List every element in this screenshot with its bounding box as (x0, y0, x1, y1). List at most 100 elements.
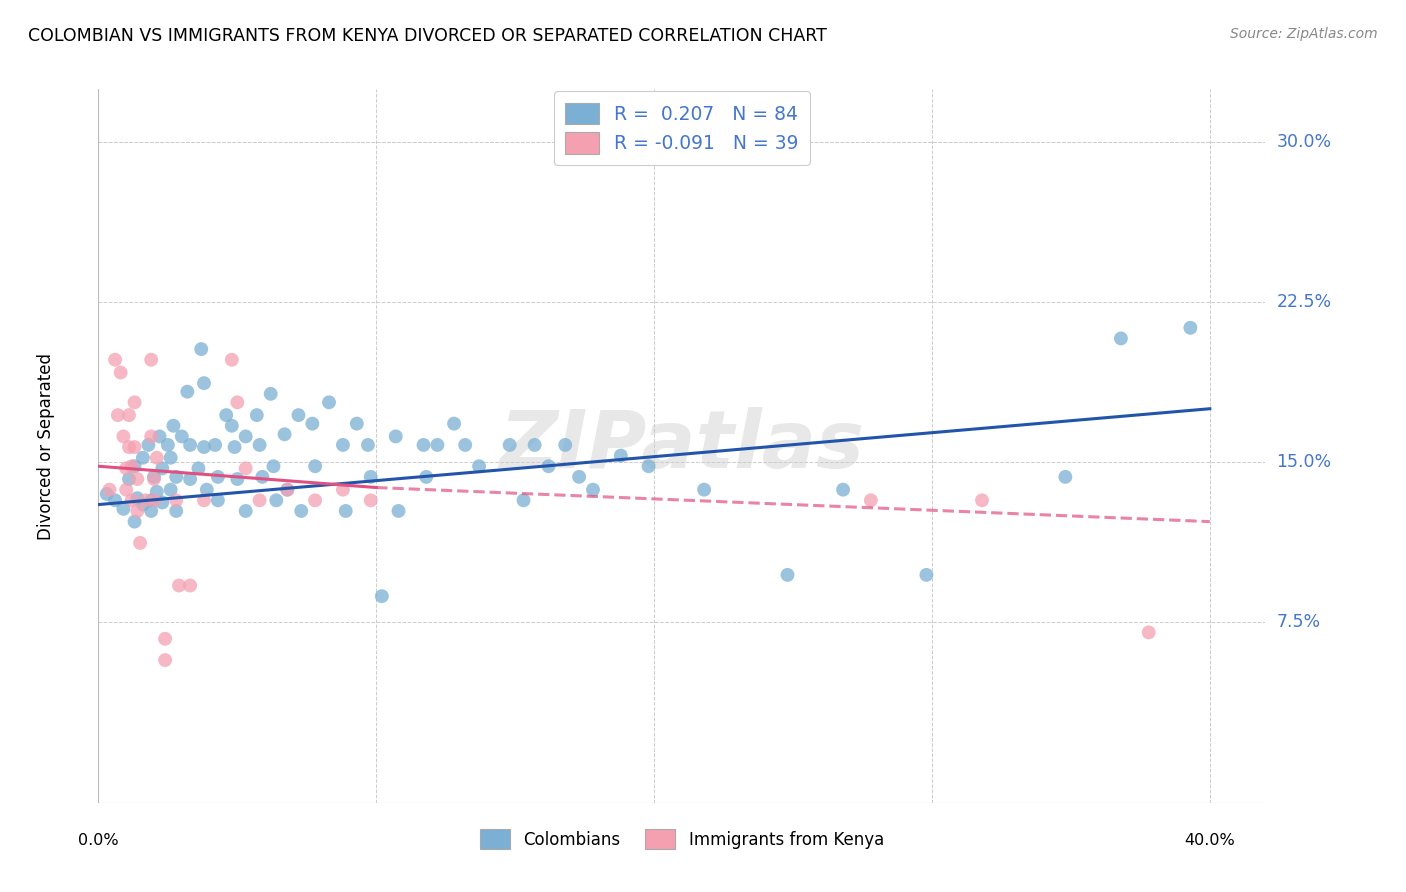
Point (143, 493, 166, 508)
Point (360, 493, 382, 508)
Point (276, 483, 298, 497)
Point (301, 417, 323, 431)
Point (371, 589, 394, 603)
Point (304, 493, 326, 508)
Point (141, 352, 163, 367)
Point (287, 408, 309, 422)
Point (498, 438, 520, 452)
Point (360, 470, 382, 484)
Point (523, 438, 546, 452)
Point (249, 493, 271, 508)
Point (112, 501, 135, 516)
Point (207, 493, 229, 508)
Point (159, 450, 181, 465)
Point (412, 438, 434, 452)
Point (132, 498, 155, 512)
Point (153, 653, 176, 667)
Point (115, 461, 138, 475)
Point (167, 578, 190, 592)
Text: 7.5%: 7.5% (1277, 613, 1320, 631)
Point (235, 504, 257, 518)
Point (104, 493, 127, 508)
Point (226, 395, 249, 409)
Point (129, 536, 152, 550)
Point (304, 459, 326, 474)
Point (537, 459, 560, 474)
Text: 0.0%: 0.0% (79, 832, 118, 847)
Text: Source: ZipAtlas.com: Source: ZipAtlas.com (1230, 27, 1378, 41)
Point (150, 495, 173, 509)
Point (252, 470, 274, 484)
Point (1109, 331, 1132, 345)
Point (127, 491, 149, 506)
Point (1180, 320, 1202, 334)
Point (193, 376, 215, 391)
Point (124, 395, 146, 409)
Point (246, 408, 269, 422)
Point (226, 472, 249, 486)
Point (249, 438, 271, 452)
Point (141, 504, 163, 518)
Point (110, 366, 132, 380)
Point (135, 493, 157, 508)
Point (610, 449, 633, 463)
Point (468, 459, 491, 474)
Point (454, 438, 477, 452)
Point (170, 429, 193, 443)
Point (332, 438, 354, 452)
Point (127, 472, 149, 486)
Point (357, 438, 380, 452)
Point (290, 504, 312, 518)
Point (318, 395, 340, 409)
Point (162, 418, 184, 433)
Text: 30.0%: 30.0% (1277, 134, 1331, 152)
Text: 15.0%: 15.0% (1277, 453, 1331, 471)
Point (153, 632, 176, 646)
Point (193, 493, 215, 508)
Point (859, 493, 882, 508)
Point (165, 493, 187, 508)
Point (190, 342, 212, 356)
Point (221, 418, 243, 433)
Point (776, 567, 799, 582)
Point (143, 470, 166, 484)
Point (118, 408, 141, 422)
Point (146, 450, 169, 465)
Point (426, 438, 449, 452)
Point (260, 386, 283, 401)
Point (1054, 470, 1077, 484)
Text: ZIPatlas: ZIPatlas (499, 407, 865, 485)
Point (335, 504, 357, 518)
Point (193, 440, 215, 454)
Point (235, 429, 257, 443)
Point (150, 461, 173, 475)
Point (332, 483, 354, 497)
Point (915, 567, 938, 582)
Point (262, 459, 284, 474)
Point (207, 470, 229, 484)
Point (273, 427, 295, 442)
Point (195, 483, 218, 497)
Point (124, 459, 146, 474)
Point (143, 472, 166, 486)
Point (187, 461, 209, 475)
Point (387, 504, 409, 518)
Point (165, 470, 187, 484)
Point (970, 493, 993, 508)
Point (98, 483, 121, 497)
Text: 22.5%: 22.5% (1277, 293, 1331, 311)
Point (141, 429, 163, 443)
Text: 40.0%: 40.0% (1184, 832, 1236, 847)
Point (124, 515, 146, 529)
Point (104, 352, 127, 367)
Point (176, 384, 198, 399)
Point (693, 483, 716, 497)
Point (121, 493, 143, 508)
Point (264, 493, 287, 508)
Point (148, 429, 170, 443)
Text: Divorced or Separated: Divorced or Separated (37, 352, 55, 540)
Point (107, 408, 129, 422)
Point (346, 417, 368, 431)
Point (132, 450, 155, 465)
Legend: Colombians, Immigrants from Kenya: Colombians, Immigrants from Kenya (470, 820, 894, 859)
